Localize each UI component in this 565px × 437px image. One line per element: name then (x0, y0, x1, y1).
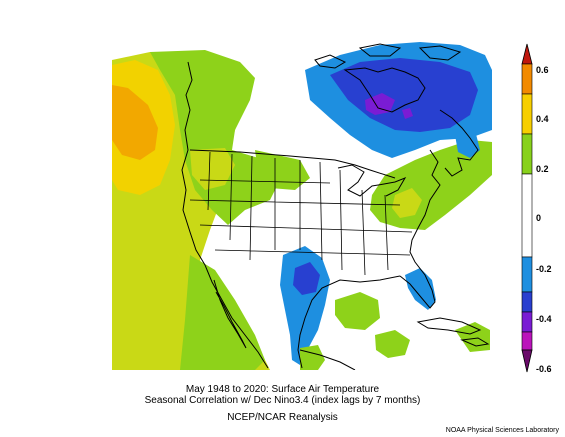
colorbar-seg-7 (521, 311, 533, 333)
caribbean-islands (416, 317, 490, 347)
colorbar-bottom-arrow (521, 349, 533, 373)
field-florida-blue (405, 268, 436, 310)
field-texas-darkblue (293, 262, 320, 295)
canada-us-border (189, 149, 396, 179)
baja-coastline (213, 279, 247, 349)
east-coastline (399, 149, 441, 309)
field-nw-yellow (190, 148, 235, 190)
field-canada-purple-2 (402, 108, 413, 119)
colorbar-seg-5 (521, 256, 533, 293)
colorbar-label-0: 0 (536, 213, 541, 223)
credit-text: NOAA Physical Sciences Laboratory (445, 427, 559, 434)
west-coastline (181, 61, 269, 369)
hudson-bay (343, 67, 426, 113)
labrador-coast (439, 109, 479, 177)
field-northeast-yellowgreen (392, 188, 422, 218)
colorbar-label-0.2: 0.2 (536, 164, 549, 174)
field-pacific-orange (112, 85, 158, 160)
colorbar-top-arrow (521, 43, 533, 65)
state-boundaries (189, 151, 413, 276)
caption-line-3: NCEP/NCAR Reanalysis (227, 412, 338, 423)
field-baja-green (180, 255, 265, 370)
field-canada-darkblue (330, 58, 478, 132)
colorbar-seg-8 (521, 331, 533, 351)
colorbar-seg-1 (521, 63, 533, 95)
boundaries (181, 43, 490, 370)
colorbar-label-neg0.4: -0.4 (536, 314, 552, 324)
caption-line-1: May 1948 to 2020: Surface Air Temperatur… (185, 384, 380, 395)
field-gulf-green (335, 292, 380, 330)
field-caribbean-green-2 (455, 322, 490, 352)
caption-line-2: Seasonal Correlation w/ Dec Nino3.4 (ind… (144, 395, 421, 406)
colorbar-seg-4 (521, 173, 533, 258)
field-labrador-blue (455, 130, 480, 158)
gulf-coastline (297, 275, 401, 369)
colorbar-label-0.4: 0.4 (536, 114, 549, 124)
colorbar: 0.6 0.4 0.2 0 -0.2 -0.4 -0.6 (521, 43, 552, 374)
colorbar-label-0.6: 0.6 (536, 65, 549, 75)
colorbar-seg-2 (521, 93, 533, 135)
colorbar-label-neg0.6: -0.6 (536, 364, 552, 374)
colorbar-seg-6 (521, 291, 533, 313)
field-plains-green (255, 150, 310, 190)
great-lakes (337, 164, 407, 197)
field-caribbean-green (375, 330, 410, 358)
colorbar-seg-3 (521, 133, 533, 175)
colorbar-label-neg0.2: -0.2 (536, 264, 552, 274)
central-america (299, 349, 356, 370)
arctic-islands (314, 43, 462, 69)
